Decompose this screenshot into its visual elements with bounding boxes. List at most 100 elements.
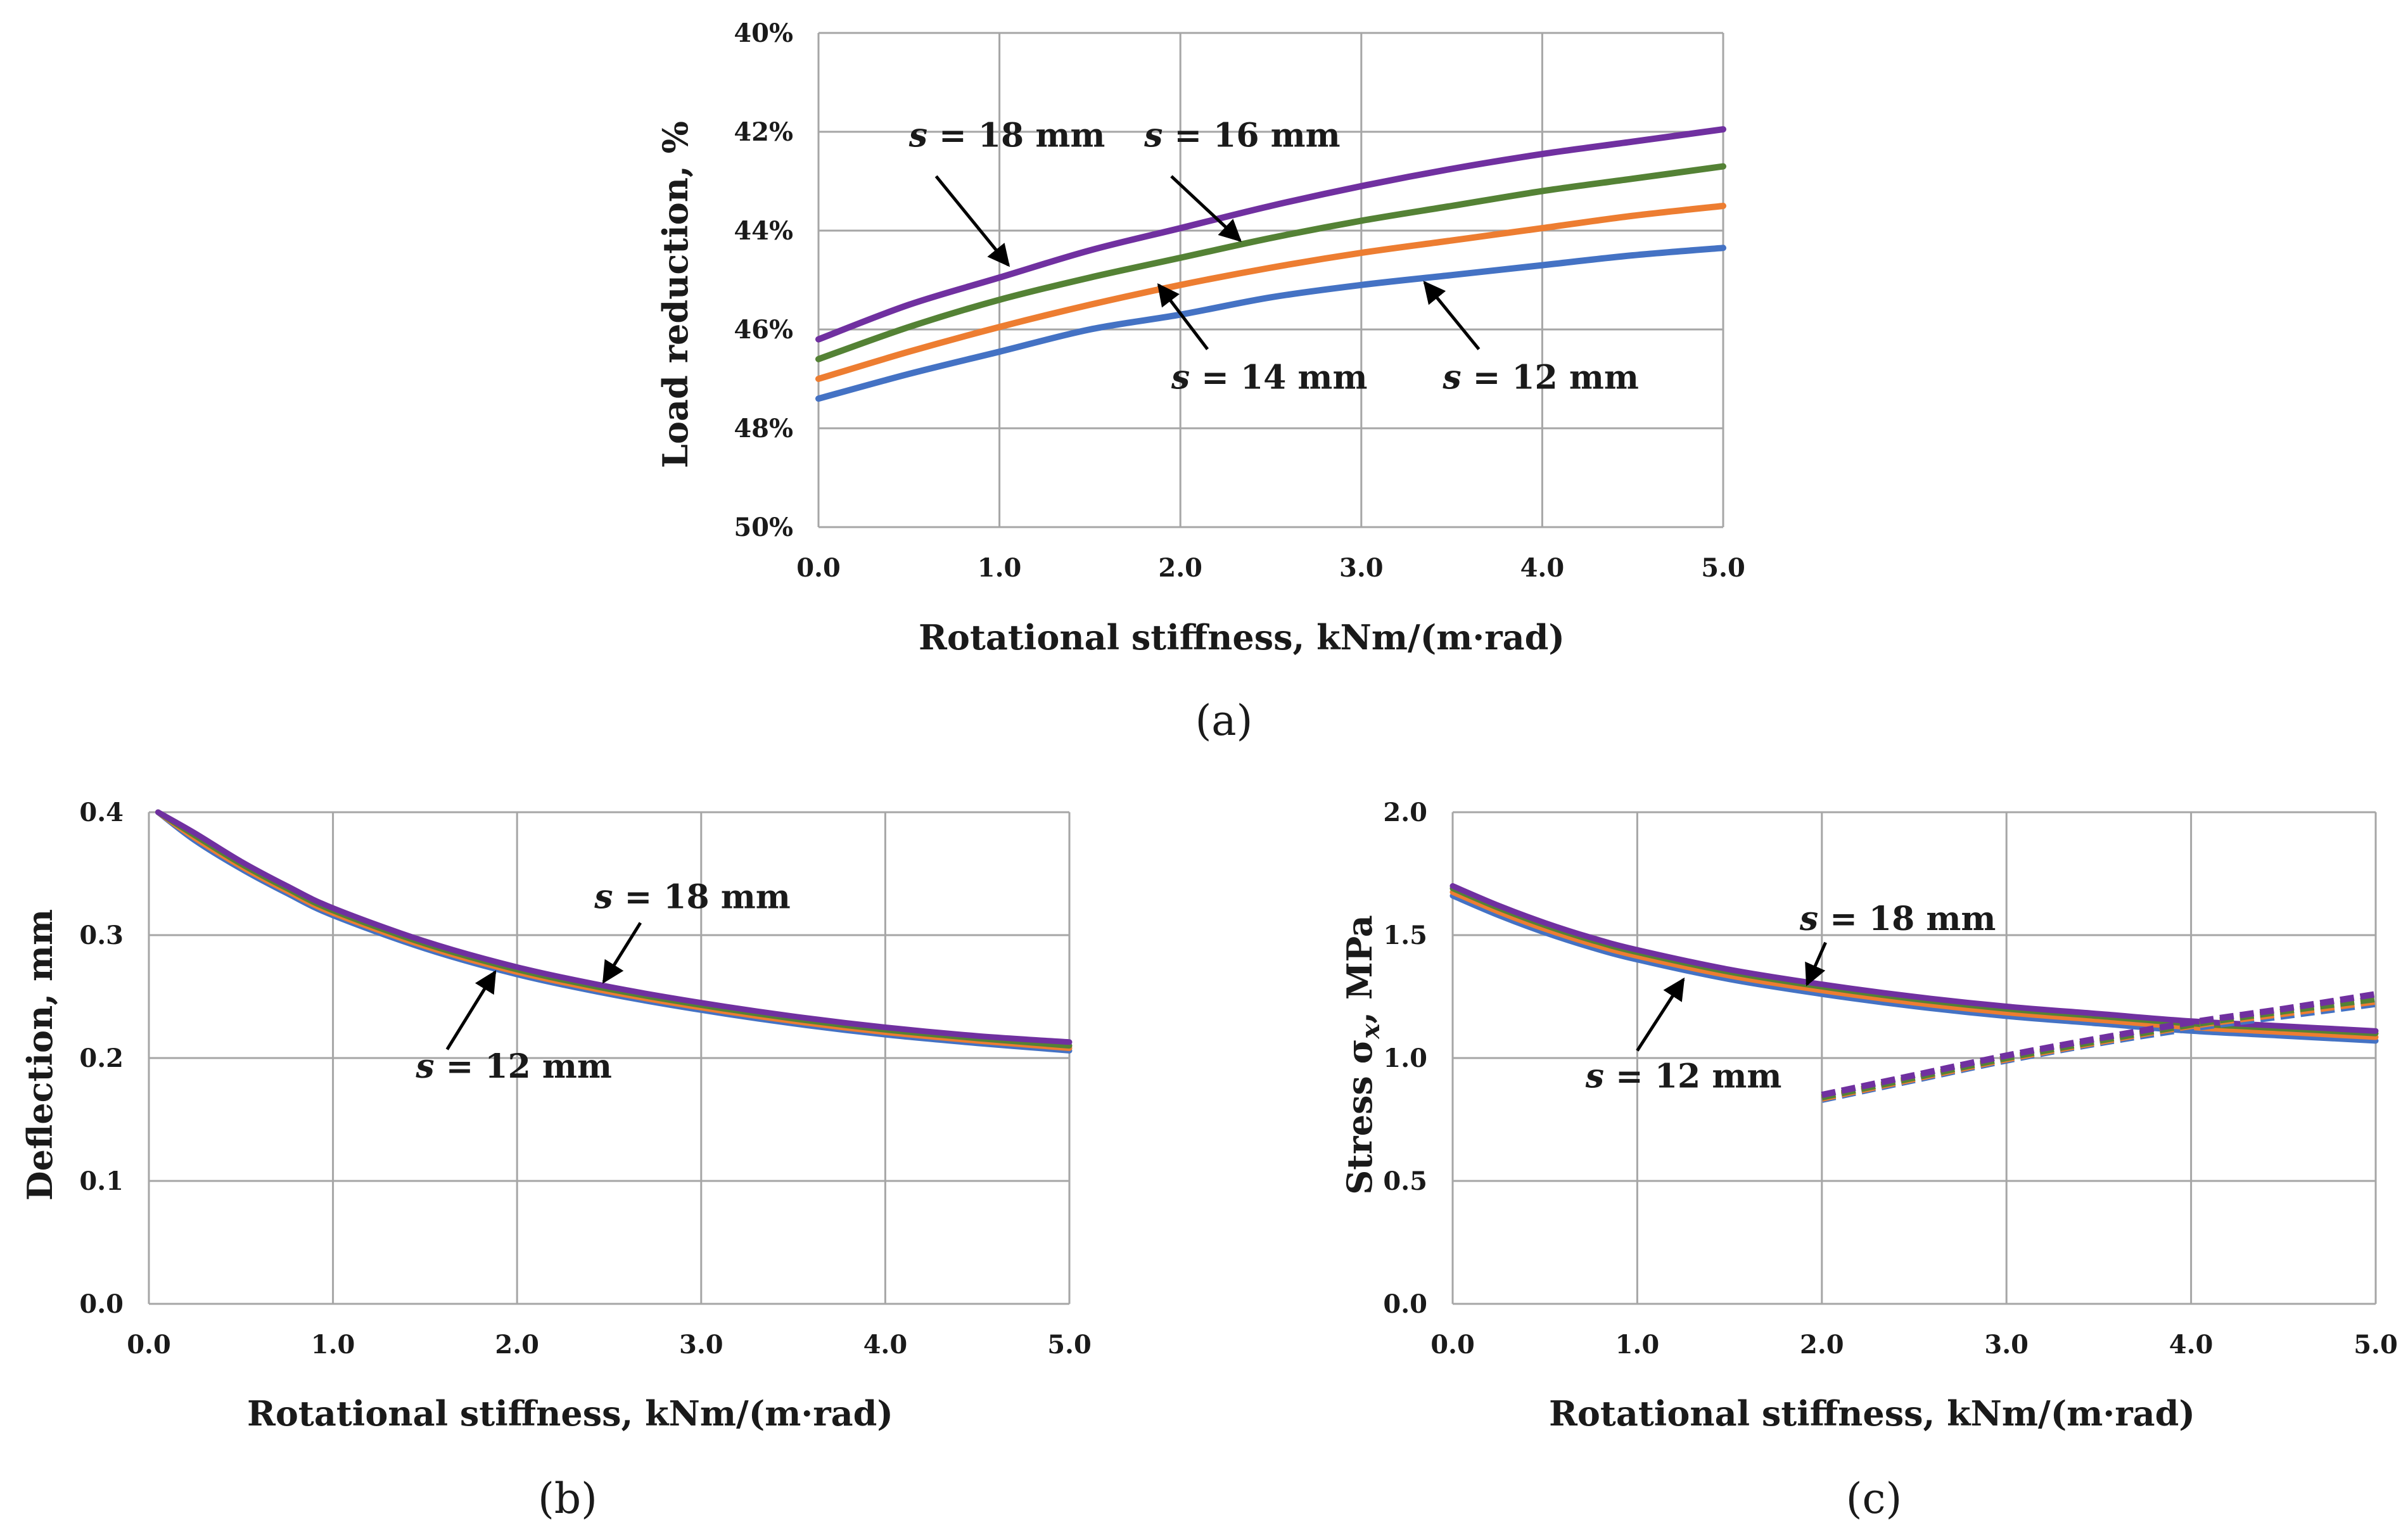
annotation-label-b-1: s = 12 mm	[415, 1047, 612, 1086]
y-tick-label-c-4: 2.0	[1383, 798, 1427, 827]
panel-label-c: (c)	[1846, 1474, 1902, 1523]
annotations-a: s = 18 mm s = 16 mms = 14 mm s = 12 mm	[908, 116, 1639, 397]
series-line-b-2	[155, 809, 1073, 1049]
annotation-arrow-a-3	[1423, 281, 1481, 350]
y-axis-label-b: Deflection, mm	[20, 909, 60, 1201]
grid-b	[148, 811, 1071, 1305]
annotation-var-a-3: s	[1442, 359, 1461, 397]
panel-label-a: (a)	[1195, 696, 1253, 745]
annotation-label-a-2: s = 14 mm	[1171, 359, 1368, 397]
annotation-arrow-b-1	[445, 970, 497, 1050]
x-tick-label-c-2: 2.0	[1800, 1330, 1844, 1360]
annotations-c: s = 18 mms = 12 mm	[1585, 900, 1996, 1095]
y-axis-label-c-tail: , MPa	[1339, 915, 1380, 1024]
x-tick-label-a-0: 0.0	[796, 553, 841, 583]
annotation-var-c-0: s	[1799, 900, 1818, 938]
chart-b: 0.0 0.1 0.2 0.3 0.4 0.0 1.0 2.0 3.0 4.0 5.0 s = 1…	[20, 798, 1092, 1523]
series-a	[815, 126, 1726, 402]
chart-a: 40% 42% 44% 46% 48% 50% 0.0 1.0 2.0 3.0 4.0 5.0 s …	[655, 18, 1745, 745]
annotation-arrow-a-2	[1157, 283, 1209, 350]
x-ticks-b: 0.0 1.0 2.0 3.0 4.0 5.0	[127, 1330, 1092, 1360]
annotation-rest-b-1: = 12 mm	[435, 1047, 612, 1086]
annotation-rest-c-0: = 18 mm	[1818, 900, 1996, 938]
annotation-arrow-c-1	[1636, 977, 1685, 1052]
y-tick-label-a-1: 42%	[734, 117, 793, 147]
x-tick-label-b-4: 4.0	[863, 1330, 908, 1360]
annotation-rest-c-1: = 12 mm	[1604, 1057, 1781, 1096]
x-tick-label-a-4: 4.0	[1520, 553, 1565, 583]
x-axis-label-c: Rotational stiffness, kNm/(m·rad)	[1549, 1393, 2195, 1434]
y-tick-label-a-4: 48%	[734, 414, 793, 443]
annotation-arrow-b-0	[602, 922, 642, 984]
x-tick-label-b-5: 5.0	[1047, 1330, 1092, 1360]
annotation-label-c-0: s = 18 mm	[1799, 900, 1996, 938]
y-tick-label-b-3: 0.3	[79, 921, 124, 950]
y-tick-label-c-2: 1.0	[1383, 1043, 1427, 1073]
series-line-a-2	[815, 163, 1726, 362]
y-tick-label-c-3: 1.5	[1383, 921, 1427, 950]
x-ticks-a: 0.0 1.0 2.0 3.0 4.0 5.0	[796, 553, 1745, 583]
y-tick-label-b-0: 0.0	[79, 1289, 124, 1319]
y-axis-label-c-main: Stress σ	[1339, 1039, 1380, 1195]
x-tick-label-a-3: 3.0	[1339, 553, 1384, 583]
y-ticks-a: 40% 42% 44% 46% 48% 50%	[734, 18, 793, 542]
y-tick-label-a-2: 44%	[734, 216, 793, 246]
x-axis-label-a: Rotational stiffness, kNm/(m·rad)	[919, 617, 1565, 658]
annotation-rest-a-2: = 14 mm	[1190, 359, 1367, 397]
annotation-var-c-1: s	[1585, 1057, 1604, 1096]
x-tick-label-b-0: 0.0	[127, 1330, 171, 1360]
x-tick-label-b-3: 3.0	[679, 1330, 723, 1360]
series-line-b-0	[155, 809, 1073, 1054]
series-line-c-7	[1821, 991, 2376, 1099]
y-axis-label-a: Load reduction, %	[655, 121, 696, 468]
y-tick-label-a-0: 40%	[734, 18, 793, 48]
annotation-arrow-c-0	[1805, 941, 1827, 986]
annotation-var-b-1: s	[415, 1047, 434, 1086]
series-line-b-3	[155, 809, 1073, 1045]
y-ticks-b: 0.0 0.1 0.2 0.3 0.4	[79, 798, 124, 1319]
chart-c: 0.0 0.5 1.0 1.5 2.0 0.0 1.0 2.0 3.0 4.0 5.0 s = 1…	[1339, 798, 2398, 1523]
annotation-var-a-1: s	[1143, 116, 1163, 155]
x-tick-label-a-5: 5.0	[1701, 553, 1745, 583]
series-line-b-1	[155, 809, 1073, 1051]
y-tick-label-b-4: 0.4	[79, 798, 124, 827]
annotation-label-c-1: s = 12 mm	[1585, 1057, 1782, 1096]
annotation-rest-a-0: = 18 mm	[927, 116, 1105, 155]
x-tick-label-a-2: 2.0	[1158, 553, 1202, 583]
y-tick-label-c-1: 0.5	[1383, 1166, 1427, 1196]
annotation-var-a-0: s	[908, 116, 927, 155]
x-tick-label-c-3: 3.0	[1984, 1330, 2029, 1360]
annotation-rest-b-0: = 18 mm	[613, 877, 791, 916]
y-tick-label-b-2: 0.2	[79, 1043, 124, 1073]
y-tick-label-a-5: 50%	[734, 513, 793, 542]
annotation-label-a-1: s = 16 mm	[1143, 116, 1341, 155]
annotation-arrow-a-1	[1170, 175, 1242, 242]
x-axis-label-b: Rotational stiffness, kNm/(m·rad)	[247, 1393, 893, 1434]
series-line-c-0	[1449, 893, 2379, 1044]
series-line-a-3	[815, 126, 1726, 343]
x-ticks-c: 0.0 1.0 2.0 3.0 4.0 5.0	[1430, 1330, 2398, 1360]
y-axis-label-c: Stress σx, MPa	[1339, 915, 1386, 1195]
grid-a	[817, 32, 1724, 528]
x-tick-label-b-1: 1.0	[311, 1330, 355, 1360]
y-tick-label-a-3: 46%	[734, 315, 793, 345]
annotation-rest-a-3: = 12 mm	[1462, 359, 1639, 397]
annotation-label-a-3: s = 12 mm	[1442, 359, 1639, 397]
x-tick-label-c-4: 4.0	[2169, 1330, 2214, 1360]
annotation-var-b-0: s	[594, 877, 613, 916]
annotation-label-a-0: s = 18 mm	[908, 116, 1105, 155]
annotations-b: s = 18 mms = 12 mm	[415, 877, 790, 1086]
panel-label-b: (b)	[538, 1474, 597, 1523]
annotation-label-b-0: s = 18 mm	[594, 877, 791, 916]
annotation-var-a-2: s	[1171, 359, 1190, 397]
series-line-a-1	[815, 203, 1726, 382]
annotation-arrow-a-0	[934, 175, 1010, 267]
x-tick-label-a-1: 1.0	[978, 553, 1022, 583]
series-b	[155, 809, 1073, 1054]
y-ticks-c: 0.0 0.5 1.0 1.5 2.0	[1383, 798, 1427, 1319]
x-tick-label-c-0: 0.0	[1430, 1330, 1475, 1360]
y-tick-label-b-1: 0.1	[79, 1166, 124, 1196]
annotation-rest-a-1: = 16 mm	[1163, 116, 1340, 155]
x-tick-label-c-5: 5.0	[2354, 1330, 2398, 1360]
